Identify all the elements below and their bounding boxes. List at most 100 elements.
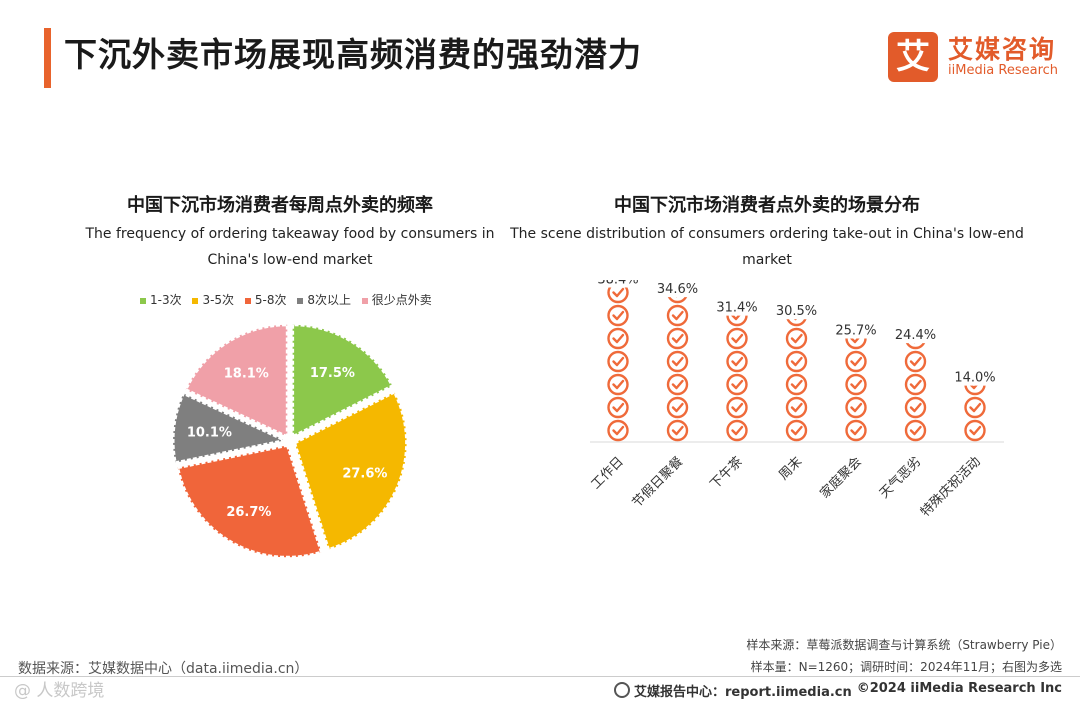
pictogram-bar <box>607 287 629 442</box>
check-circle-icon <box>786 319 807 327</box>
category-label: 工作日 <box>589 454 627 492</box>
check-circle-icon <box>607 419 629 442</box>
data-label: 38.4% <box>597 280 638 287</box>
sample-source: 样本来源：草莓派数据调查与计算系统（Strawberry Pie） <box>746 638 1062 652</box>
footer-divider <box>0 676 1080 677</box>
title-accent-bar <box>44 28 51 88</box>
report-center-text: 艾媒报告中心：report.iimedia.cn <box>634 685 852 700</box>
check-circle-icon <box>607 350 629 373</box>
pie-subtitle-line-2: China's low-end market <box>207 252 373 268</box>
watermark: @ 人数跨境 <box>14 681 105 701</box>
pie-slice <box>291 323 395 440</box>
legend-label: 3-5次 <box>202 293 235 307</box>
pictogram-bar <box>666 297 689 442</box>
pictogram-chart-title: 中国下沉市场消费者点外卖的场景分布 <box>614 195 920 216</box>
category-label: 家庭聚会 <box>817 454 865 502</box>
check-circle-icon <box>904 419 927 442</box>
iimedia-logo: 艾 艾媒咨询 iiMedia Research <box>886 30 1066 84</box>
data-label: 30.5% <box>776 304 817 319</box>
legend-swatch <box>361 297 368 304</box>
check-circle-icon <box>845 396 867 419</box>
legend-label: 1-3次 <box>150 293 182 307</box>
pie-slice-label: 17.5% <box>310 366 355 381</box>
check-circle-icon <box>845 338 867 350</box>
check-circle-icon <box>607 304 629 327</box>
check-circle-icon <box>845 373 867 396</box>
report-center: 艾媒报告中心：report.iimedia.cn <box>614 681 852 700</box>
pie-chart: 17.5% 27.6% 26.7% 10.1% 18.1% <box>171 323 409 559</box>
pie-slice-label: 26.7% <box>226 505 271 520</box>
pie-chart-title: 中国下沉市场消费者每周点外卖的频率 <box>127 195 433 216</box>
data-label: 14.0% <box>954 371 995 386</box>
category-label: 特殊庆祝活动 <box>918 454 984 520</box>
pictogram-bar <box>726 315 748 442</box>
logo-mark: 艾 <box>888 32 938 82</box>
pie-legend: 1-3次 3-5次 5-8次 8次以上 很少点外卖 <box>140 291 460 308</box>
check-circle-icon <box>904 373 927 396</box>
legend-item: 5-8次 <box>244 291 287 308</box>
check-circle-icon <box>607 327 629 350</box>
check-circle-icon <box>666 327 689 350</box>
check-circle-icon <box>845 419 867 442</box>
check-circle-icon <box>667 297 688 304</box>
check-circle-icon <box>607 373 629 396</box>
check-circle-icon <box>964 419 986 442</box>
check-circle-icon <box>785 327 808 350</box>
category-label: 下午茶 <box>707 454 746 493</box>
pie-slice <box>292 390 409 552</box>
data-label: 25.7% <box>835 324 876 339</box>
pie-subtitle-line-1: The frequency of ordering takeaway food … <box>85 226 495 242</box>
category-label: 天气恶劣 <box>876 454 924 502</box>
data-label: 31.4% <box>716 301 757 316</box>
pie-slice-label: 18.1% <box>224 367 269 382</box>
category-label: 节假日聚餐 <box>629 454 686 511</box>
logo-en-text: iiMedia Research <box>948 63 1059 78</box>
check-circle-icon <box>666 419 689 442</box>
check-circle-icon <box>726 327 748 350</box>
globe-icon <box>614 682 630 698</box>
check-circle-icon <box>904 396 927 419</box>
pie-chart-subtitle: The frequency of ordering takeaway food … <box>60 221 520 273</box>
logo-cn-text: 艾媒咨询 <box>948 35 1057 64</box>
pie-slice <box>171 391 290 465</box>
check-circle-icon <box>964 385 986 396</box>
check-circle-icon <box>607 287 629 304</box>
pictogram-bar <box>785 319 808 442</box>
check-circle-icon <box>785 419 808 442</box>
legend-swatch <box>297 297 304 304</box>
pictogram-bar <box>904 343 927 442</box>
check-circle-icon <box>666 350 689 373</box>
check-circle-icon <box>785 373 808 396</box>
legend-item: 3-5次 <box>192 291 234 308</box>
legend-swatch <box>244 297 251 304</box>
pie-slice-label: 10.1% <box>187 426 232 441</box>
check-circle-icon <box>964 396 986 419</box>
check-circle-icon <box>785 350 808 373</box>
check-circle-icon <box>726 315 748 327</box>
check-circle-icon <box>666 373 689 396</box>
page-title: 下沉外卖市场展现高频消费的强劲潜力 <box>64 35 642 74</box>
check-circle-icon <box>726 373 748 396</box>
legend-item: 很少点外卖 <box>361 291 432 308</box>
check-circle-icon <box>726 419 748 442</box>
copyright: ©2024 iiMedia Research Inc <box>856 681 1062 696</box>
pictogram-bar <box>964 385 986 442</box>
pictogram-subtitle-line-1: The scene distribution of consumers orde… <box>510 226 1024 242</box>
data-label: 34.6% <box>657 282 698 297</box>
check-circle-icon <box>726 350 748 373</box>
data-label: 24.4% <box>895 328 936 343</box>
check-circle-icon <box>726 396 748 419</box>
pictogram-chart-subtitle: The scene distribution of consumers orde… <box>497 221 1037 273</box>
pie-slice <box>183 323 289 440</box>
check-circle-icon <box>785 396 808 419</box>
pictogram-bar <box>845 338 867 442</box>
pictogram-bar-chart: 38.4% 工作日 34.6% 节假日聚餐 31.4% 下午茶 30.5% 周末 25.7% 家庭… <box>589 280 1004 520</box>
check-circle-icon <box>904 350 927 373</box>
legend-label: 5-8次 <box>254 293 287 307</box>
pie-slice <box>175 443 324 559</box>
legend-swatch <box>192 297 199 304</box>
legend-label: 8次以上 <box>307 293 351 307</box>
legend-item: 8次以上 <box>297 291 351 308</box>
pie-slice-label: 27.6% <box>342 466 387 481</box>
legend-label: 很少点外卖 <box>371 293 432 307</box>
